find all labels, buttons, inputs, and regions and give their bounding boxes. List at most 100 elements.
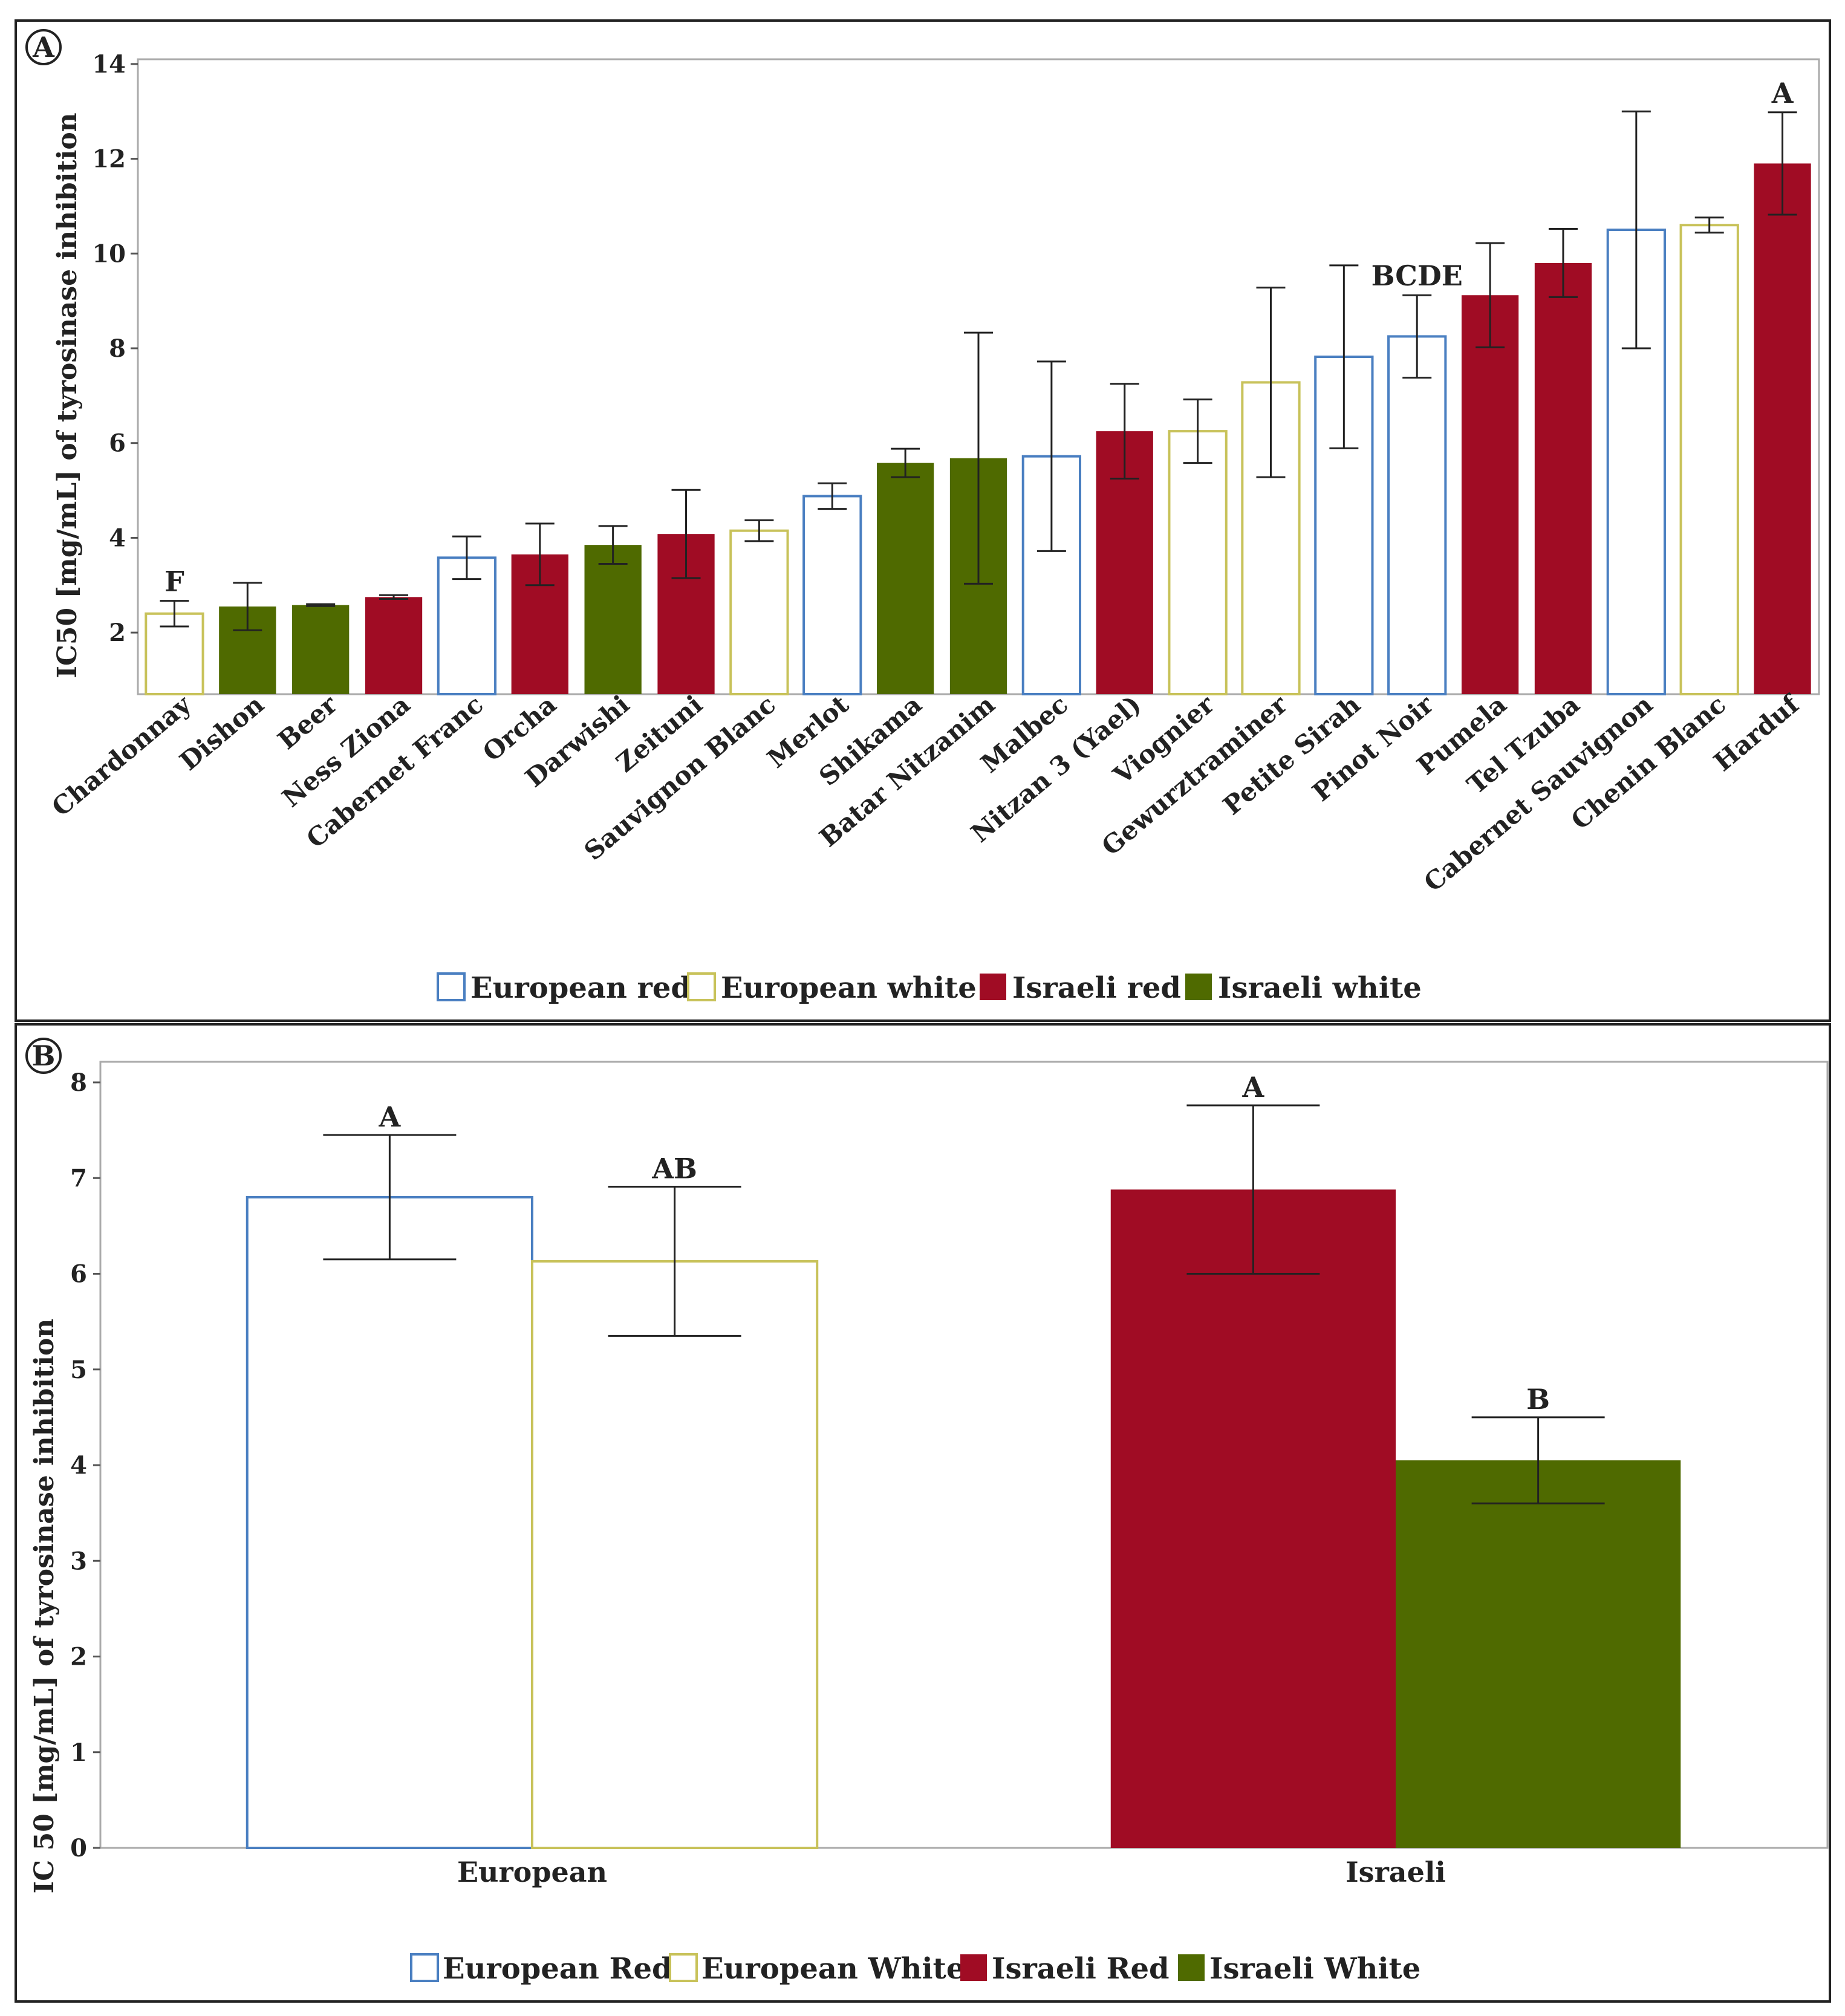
legend-a-european-white: European white [721, 971, 977, 1005]
error-bar-gewurztraminer [1256, 287, 1286, 478]
bar-tel-tzuba [1534, 262, 1592, 694]
error-bar-israeli-red [1186, 1104, 1320, 1275]
panel-b: B IC 50 [mg/mL] of tyrosinase inhibition… [15, 1023, 1831, 2003]
y-tick-label-a: 4 [109, 524, 126, 552]
error-bar-shikama [891, 447, 920, 478]
y-tick-label-a: 12 [92, 145, 126, 174]
bar-viognier [1168, 430, 1228, 695]
error-bar-batar-nitzanim [964, 331, 993, 585]
legend-a-swatch-israeli-white [1185, 974, 1212, 1000]
legend-b-european-white: European White [701, 1952, 965, 1986]
panel-a: A IC50 [mg/mL] of tyrosinase inhibition … [15, 19, 1831, 1022]
error-bar-petite-sirah [1329, 264, 1359, 449]
panel-b-badge: B [25, 1038, 62, 1074]
x-tick-label-harduf: Harduf [1708, 688, 1806, 777]
bar-harduf [1754, 163, 1811, 694]
significance-letter-european-red: A [379, 1101, 402, 1133]
y-tick-label-a: 8 [109, 334, 126, 363]
panel-a-badge: A [25, 29, 62, 65]
bar-european-red [246, 1195, 533, 1849]
error-bar-israeli-white [1471, 1416, 1605, 1504]
legend-b-israeli-red: Israeli Red [992, 1952, 1170, 1986]
bar-darwishi [584, 545, 642, 694]
bar-israeli-white [1396, 1460, 1681, 1848]
bar-shikama [876, 463, 934, 694]
y-tick-label-a: 14 [92, 50, 126, 79]
bar-beer [292, 605, 350, 694]
bar-cabernet-sauvignon [1606, 229, 1666, 695]
error-bar-pumela [1476, 242, 1505, 348]
y-tick-label-b: 6 [70, 1260, 87, 1289]
error-bar-viognier [1183, 398, 1212, 464]
legend-a-israeli-red: Israeli red [1012, 971, 1181, 1005]
bar-ness-ziona [365, 597, 423, 694]
chart-b: B IC 50 [mg/mL] of tyrosinase inhibition… [25, 1038, 1829, 1986]
legend-b-israeli-white: Israeli White [1209, 1952, 1420, 1986]
plot-frame-b [99, 1061, 1829, 1849]
significance-letter-pinot-noir: BCDE [1372, 259, 1463, 292]
error-bar-harduf [1768, 111, 1797, 216]
significance-letter-harduf: A [1771, 77, 1794, 109]
legend-a-israeli-white: Israeli white [1218, 971, 1422, 1005]
significance-letter-israeli-red: A [1242, 1071, 1265, 1104]
legend-a-swatch-european-red [437, 972, 466, 1001]
error-bar-beer [306, 603, 336, 607]
legend-b-swatch-israeli-red [960, 1954, 987, 1981]
y-tick-label-b: 2 [70, 1643, 87, 1671]
error-bar-pinot-noir [1402, 294, 1432, 379]
significance-letter-chardonnay: F [164, 565, 184, 598]
bar-pinot-noir [1387, 335, 1447, 695]
bar-pumela [1461, 295, 1519, 694]
error-bar-ness-ziona [379, 594, 409, 600]
y-tick-label-b: 1 [70, 1738, 87, 1767]
error-bar-european-red [323, 1134, 457, 1261]
legend-a-european-red: European red [470, 971, 691, 1005]
x-tick-label-chardonnay: Chardonnay [46, 689, 197, 822]
y-axis-title-a: IC50 [mg/mL] of tyrosinase inhibition [52, 112, 83, 678]
y-tick-label-a: 6 [109, 429, 126, 458]
legend-a-swatch-european-white [687, 972, 716, 1001]
bar-chenin-blanc [1679, 224, 1739, 695]
error-bar-zeituni [671, 489, 701, 579]
error-bar-darwishi [598, 525, 628, 565]
legend-b-european-red: European Red [443, 1952, 672, 1986]
significance-letter-israeli-white: B [1526, 1383, 1550, 1416]
legend-a-swatch-israeli-red [980, 974, 1006, 1000]
bar-merlot [802, 495, 862, 696]
error-bar-chardonnay [160, 600, 189, 628]
y-tick-label-a: 2 [109, 619, 126, 647]
error-bar-tel-tzuba [1548, 228, 1578, 298]
error-bar-malbec [1036, 360, 1066, 552]
legend-b-swatch-european-white [669, 1953, 698, 1982]
chart-a: A IC50 [mg/mL] of tyrosinase inhibition … [25, 29, 1820, 1005]
x-tick-label-european: European [457, 1856, 607, 1888]
bar-israeli-red [1110, 1189, 1396, 1848]
y-tick-label-b: 8 [70, 1068, 87, 1097]
legend-a: European red European white Israeli red … [437, 971, 1422, 1005]
error-bar-cabernet-sauvignon [1621, 110, 1651, 350]
y-tick-label-b: 5 [70, 1356, 87, 1384]
legend-b: European Red European White Israeli Red … [410, 1952, 1420, 1986]
error-bar-chenin-blanc [1694, 216, 1724, 234]
bar-european-white [531, 1260, 819, 1849]
panel-a-label: A [32, 31, 55, 63]
error-bar-merlot [818, 482, 847, 510]
error-bar-cabernet-franc [452, 535, 481, 580]
legend-b-swatch-israeli-white [1178, 1954, 1205, 1981]
y-tick-label-a: 10 [92, 239, 126, 268]
error-bar-sauvignon-blanc [744, 519, 774, 542]
x-tick-label-israeli: Israeli [1346, 1856, 1446, 1888]
error-bar-european-white [608, 1185, 741, 1337]
panel-b-label: B [32, 1039, 56, 1072]
y-tick-label-b: 3 [70, 1547, 87, 1575]
y-axis-title-b: IC 50 [mg/mL] of tyrosinase inhibition [29, 1319, 60, 1894]
bar-cabernet-franc [437, 556, 497, 696]
bar-sauvignon-blanc [729, 529, 789, 695]
error-bar-dishon [233, 582, 262, 631]
y-tick-label-b: 7 [70, 1164, 87, 1192]
error-bar-nitzan-3-yael [1110, 383, 1139, 480]
y-tick-label-b: 0 [70, 1834, 87, 1862]
y-tick-label-b: 4 [70, 1451, 87, 1480]
error-bar-orcha [525, 522, 555, 587]
significance-letter-european-white: AB [651, 1152, 697, 1185]
